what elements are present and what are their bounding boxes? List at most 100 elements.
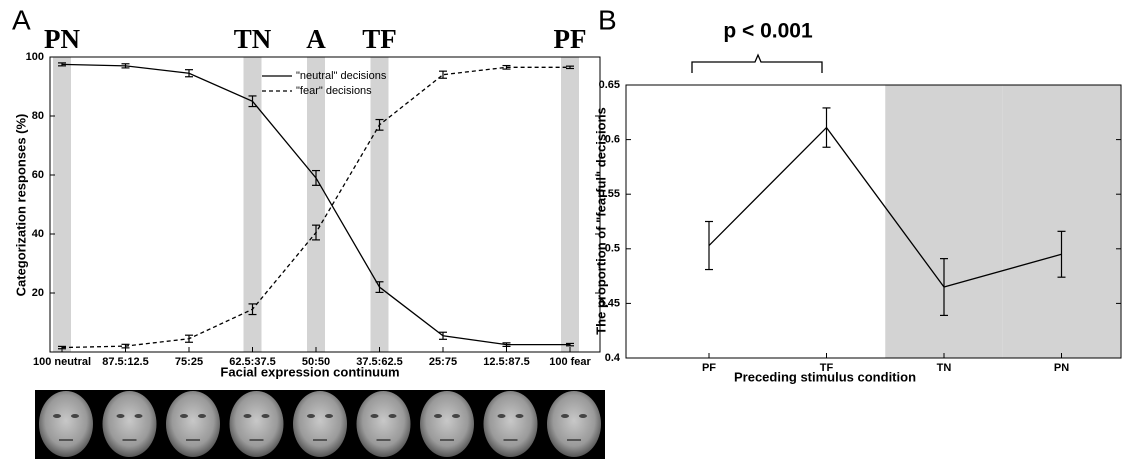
highlight-band — [53, 57, 71, 352]
face — [547, 391, 601, 457]
x-axis-title: Preceding stimulus condition — [734, 369, 916, 384]
error-bar — [375, 118, 384, 131]
error-bar — [312, 224, 320, 241]
face — [229, 391, 284, 457]
eye — [134, 414, 143, 418]
x-tick-label: 37.5:62.5 — [356, 356, 402, 368]
x-tick-label: 87.5:12.5 — [102, 356, 148, 368]
eye — [388, 414, 397, 418]
error-bar — [502, 64, 511, 70]
band-label: PN — [44, 24, 80, 54]
x-tick-label: PF — [702, 362, 716, 374]
x-tick-label: 100 neutral — [33, 356, 91, 368]
error-bar — [375, 281, 384, 294]
error-bar — [566, 65, 574, 70]
error-bar — [121, 63, 130, 69]
eye — [307, 414, 315, 418]
x-tick-label: 50:50 — [302, 356, 330, 368]
error-bar — [1057, 230, 1066, 278]
error-bar — [705, 220, 713, 271]
x-tick-label: 25:75 — [429, 356, 457, 368]
highlight-band — [370, 57, 389, 352]
x-tick-label: 100 fear — [549, 356, 591, 368]
error-bar — [312, 169, 320, 186]
x-tick-label: TF — [820, 362, 834, 374]
eye — [452, 414, 460, 418]
eye — [71, 414, 79, 418]
band-label: PF — [554, 24, 587, 54]
face — [483, 391, 538, 457]
face — [102, 391, 157, 457]
x-axis-title: Facial expression continuum — [220, 364, 399, 379]
eye — [497, 414, 506, 418]
legend-label: "neutral" decisions — [296, 70, 387, 82]
y-tick-label: 0.6 — [605, 134, 620, 146]
error-bar — [248, 95, 257, 108]
shaded-region — [885, 85, 1003, 358]
eye — [261, 414, 270, 418]
highlight-band — [307, 57, 325, 352]
x-tick-label: 62.5:37.5 — [229, 356, 275, 368]
x-tick-label: PN — [1054, 362, 1069, 374]
plot-frame — [625, 84, 1122, 359]
y-tick-label: 60 — [32, 169, 44, 181]
error-bar — [58, 345, 66, 350]
y-tick-label: 40 — [32, 228, 44, 240]
error-bar — [502, 342, 511, 347]
y-axis-title: Categorization responses (%) — [13, 114, 28, 297]
y-tick-label: 80 — [32, 110, 44, 122]
annotation: p < 0.001 — [723, 20, 813, 43]
eye — [434, 414, 442, 418]
error-bar — [185, 69, 193, 78]
error-bar — [822, 107, 831, 148]
x-tick-label: 75:25 — [175, 356, 203, 368]
error-bar — [566, 342, 574, 347]
data-line — [708, 126, 1062, 288]
significance-bracket — [691, 53, 823, 73]
eye — [325, 414, 333, 418]
eye — [198, 414, 206, 418]
eye — [180, 414, 188, 418]
y-tick-label: 100 — [26, 51, 44, 63]
y-tick-label: 0.4 — [605, 352, 621, 364]
error-bar — [121, 343, 130, 349]
plot-frame — [49, 56, 601, 353]
error-bar — [439, 331, 447, 340]
x-tick-label: TN — [937, 362, 952, 374]
eye — [515, 414, 524, 418]
panel-label: B — [598, 4, 617, 35]
face — [420, 391, 474, 457]
y-tick-label: 20 — [32, 287, 44, 299]
eye — [579, 414, 587, 418]
face — [293, 391, 347, 457]
error-bar — [248, 303, 257, 316]
error-bar — [185, 334, 193, 343]
y-tick-label: 0.45 — [599, 297, 620, 309]
band-label: TN — [234, 24, 272, 54]
y-tick-label: 0.65 — [599, 79, 620, 91]
y-axis-title: The proportion of "fearful" decisions — [593, 107, 608, 335]
y-tick-label: 0.55 — [599, 188, 620, 200]
y-tick-label: 0.5 — [605, 243, 620, 255]
face — [166, 391, 220, 457]
eye — [116, 414, 125, 418]
error-bar — [58, 62, 66, 67]
panel-label: A — [12, 4, 31, 35]
face-strip — [35, 390, 605, 459]
error-bar — [940, 258, 948, 317]
highlight-band — [243, 57, 262, 352]
x-tick-label: 12.5:87.5 — [483, 356, 529, 368]
band-label: A — [306, 24, 326, 54]
face — [356, 391, 411, 457]
eye — [53, 414, 61, 418]
highlight-band — [561, 57, 579, 352]
eye — [370, 414, 379, 418]
face — [39, 391, 93, 457]
eye — [243, 414, 252, 418]
error-bar — [439, 70, 447, 79]
band-label: TF — [362, 24, 397, 54]
eye — [561, 414, 569, 418]
legend-label: "fear" decisions — [296, 85, 372, 97]
shaded-region — [1002, 85, 1121, 358]
